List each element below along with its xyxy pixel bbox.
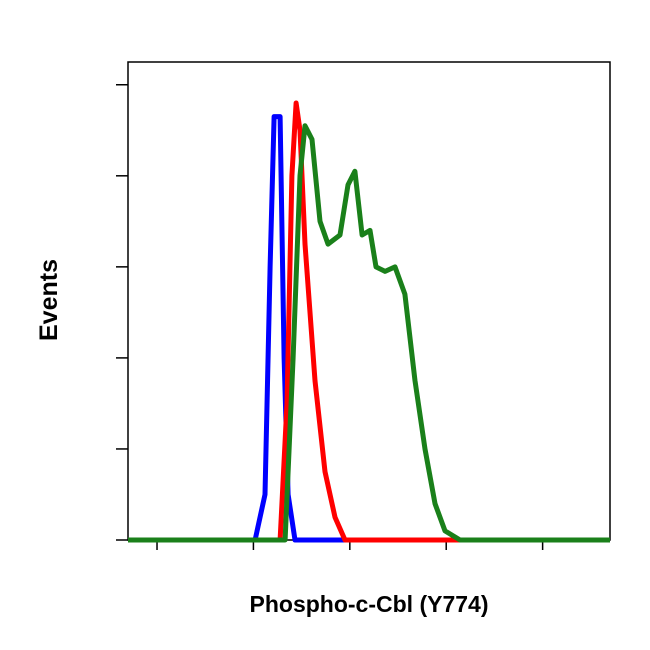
plot-frame — [127, 61, 611, 541]
histogram-line — [128, 123, 610, 543]
histogram-line — [128, 100, 610, 543]
histogram-line — [128, 114, 610, 543]
x-axis-label: Phospho-c-Cbl (Y774) — [250, 591, 489, 617]
y-axis-label: Events — [35, 259, 63, 341]
